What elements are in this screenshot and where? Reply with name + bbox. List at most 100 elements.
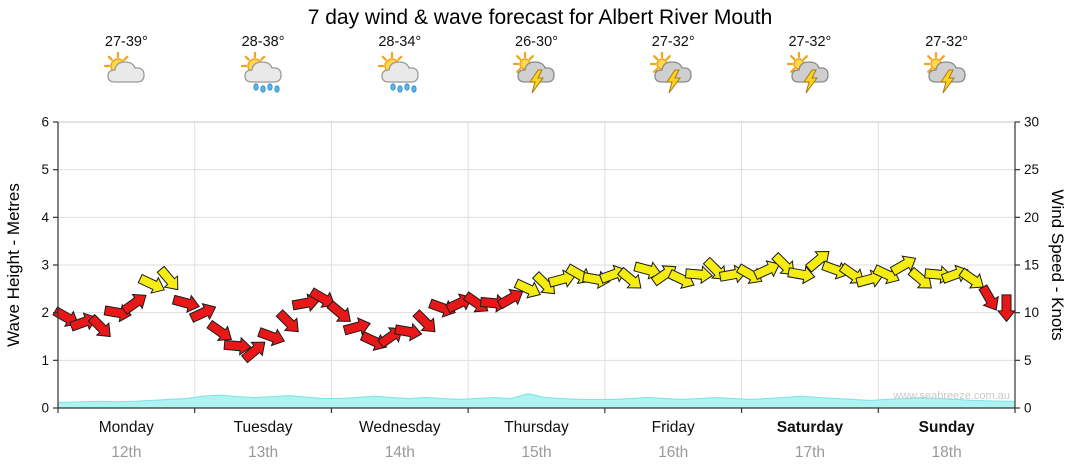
day-temp-range: 28-38° [241, 34, 285, 50]
wind-arrow [958, 267, 985, 289]
left-axis-tick-label: 2 [41, 305, 49, 320]
wind-arrow [188, 302, 217, 323]
cloud-icon [517, 61, 556, 83]
wind-arrow [240, 341, 266, 364]
wind-arrow [291, 293, 320, 313]
day-footer-monday: Monday 12th [58, 419, 195, 462]
day-temp-range: 27-32° [651, 34, 695, 50]
day-name-label: Wednesday [358, 419, 441, 436]
left-axis-tick-label: 1 [41, 353, 49, 368]
wind-arrow [996, 294, 1017, 323]
wind-arrow [326, 300, 351, 322]
cloud-icon [654, 61, 692, 83]
cloud-icon [244, 61, 282, 83]
day-footer-wednesday: Wednesday 14th [331, 419, 468, 462]
raindrops-icon [390, 83, 417, 93]
right-axis-tick-label: 0 [1024, 401, 1032, 416]
wind-arrow [684, 265, 714, 285]
page-title: 7 day wind & wave forecast for Albert Ri… [307, 6, 773, 29]
sun-cloud-icon [102, 51, 150, 102]
wind-arrow [120, 293, 147, 315]
wind-arrow [889, 255, 917, 277]
day-date-label: 15th [521, 444, 552, 461]
day-temp-range: 27-39° [104, 34, 148, 50]
wind-arrow [394, 322, 423, 342]
sun-cloud-rain-icon [239, 51, 287, 102]
left-axis-tick-label: 4 [41, 210, 49, 225]
day-date-label: 13th [247, 444, 279, 461]
day-date-label: 18th [931, 444, 962, 461]
lightning-bolt-icon [529, 69, 545, 94]
storm-icon [649, 51, 697, 102]
storm-icon [923, 51, 971, 102]
day-name-label: Thursday [504, 419, 569, 436]
day-header-tuesday: 28-38° [195, 34, 332, 102]
cloud-icon [927, 61, 966, 83]
day-footer-sunday: Sunday 18th [878, 419, 1015, 462]
left-axis-tick-label: 6 [41, 115, 49, 130]
wind-arrow [412, 309, 436, 333]
wind-arrow [87, 313, 111, 338]
storm-icon [512, 51, 560, 102]
storm-icon [786, 51, 834, 102]
raindrops-icon [253, 83, 280, 93]
wind-arrow [342, 317, 371, 336]
left-axis-tick-label: 3 [41, 258, 49, 273]
watermark: www.seabreeze.com.au [893, 390, 1010, 402]
day-header-thursday: 26-30° [468, 34, 605, 102]
wind-arrow [513, 278, 541, 299]
day-footer-thursday: Thursday 15th [468, 419, 605, 462]
wind-arrow [616, 266, 642, 289]
cloud-icon [381, 61, 419, 83]
day-name-label: Tuesday [233, 419, 293, 436]
wind-arrow [137, 273, 165, 294]
wind-arrow [752, 260, 781, 281]
day-temp-range: 27-32° [925, 34, 969, 50]
right-axis-tick-label: 5 [1024, 353, 1032, 368]
wind-arrow [171, 294, 201, 313]
lightning-bolt-icon [802, 69, 818, 94]
day-header-wednesday: 28-34° [331, 34, 468, 102]
wind-arrow [223, 336, 252, 356]
day-footer-friday: Friday 16th [605, 419, 742, 462]
day-header-saturday: 27-32° [742, 34, 879, 102]
wind-arrow [821, 260, 850, 280]
wind-arrow [804, 251, 830, 273]
right-axis-tick-label: 15 [1024, 258, 1039, 273]
cloud-icon [791, 61, 829, 83]
day-name-label: Saturday [776, 419, 844, 436]
right-axis-tick-label: 30 [1024, 115, 1039, 130]
lightning-bolt-icon [666, 69, 682, 94]
wind-arrow [547, 269, 576, 288]
left-axis-tick-label: 0 [41, 401, 49, 416]
day-date-label: 16th [658, 444, 689, 461]
wind-arrow [257, 327, 286, 347]
wind-arrow [496, 288, 524, 310]
day-name-label: Sunday [918, 419, 975, 436]
day-temp-range: 28-34° [378, 34, 422, 50]
wind-arrow [359, 331, 388, 352]
day-date-label: 17th [794, 444, 825, 461]
day-footer-saturday: Saturday 17th [742, 419, 879, 462]
lightning-bolt-icon [939, 69, 955, 94]
right-axis-tick-label: 25 [1024, 162, 1039, 177]
day-temp-range: 27-32° [788, 34, 832, 50]
wind-arrow [978, 284, 999, 311]
day-date-label: 14th [384, 444, 415, 461]
day-header-friday: 27-32° [605, 34, 742, 102]
day-header-monday: 27-39° [58, 34, 195, 102]
wind-arrow [275, 309, 299, 333]
day-name-label: Monday [98, 419, 154, 436]
cloud-icon [107, 61, 145, 83]
day-name-label: Friday [651, 419, 695, 436]
wind-arrow [771, 251, 795, 276]
day-header-sunday: 27-32° [878, 34, 1015, 102]
wave-height-line [58, 393, 1015, 403]
wind-arrow [156, 265, 179, 291]
wave-height-area [58, 393, 1015, 408]
right-axis-tick-label: 10 [1024, 305, 1039, 320]
day-footer-tuesday: Tuesday 13th [195, 419, 332, 462]
day-date-label: 12th [111, 444, 142, 461]
